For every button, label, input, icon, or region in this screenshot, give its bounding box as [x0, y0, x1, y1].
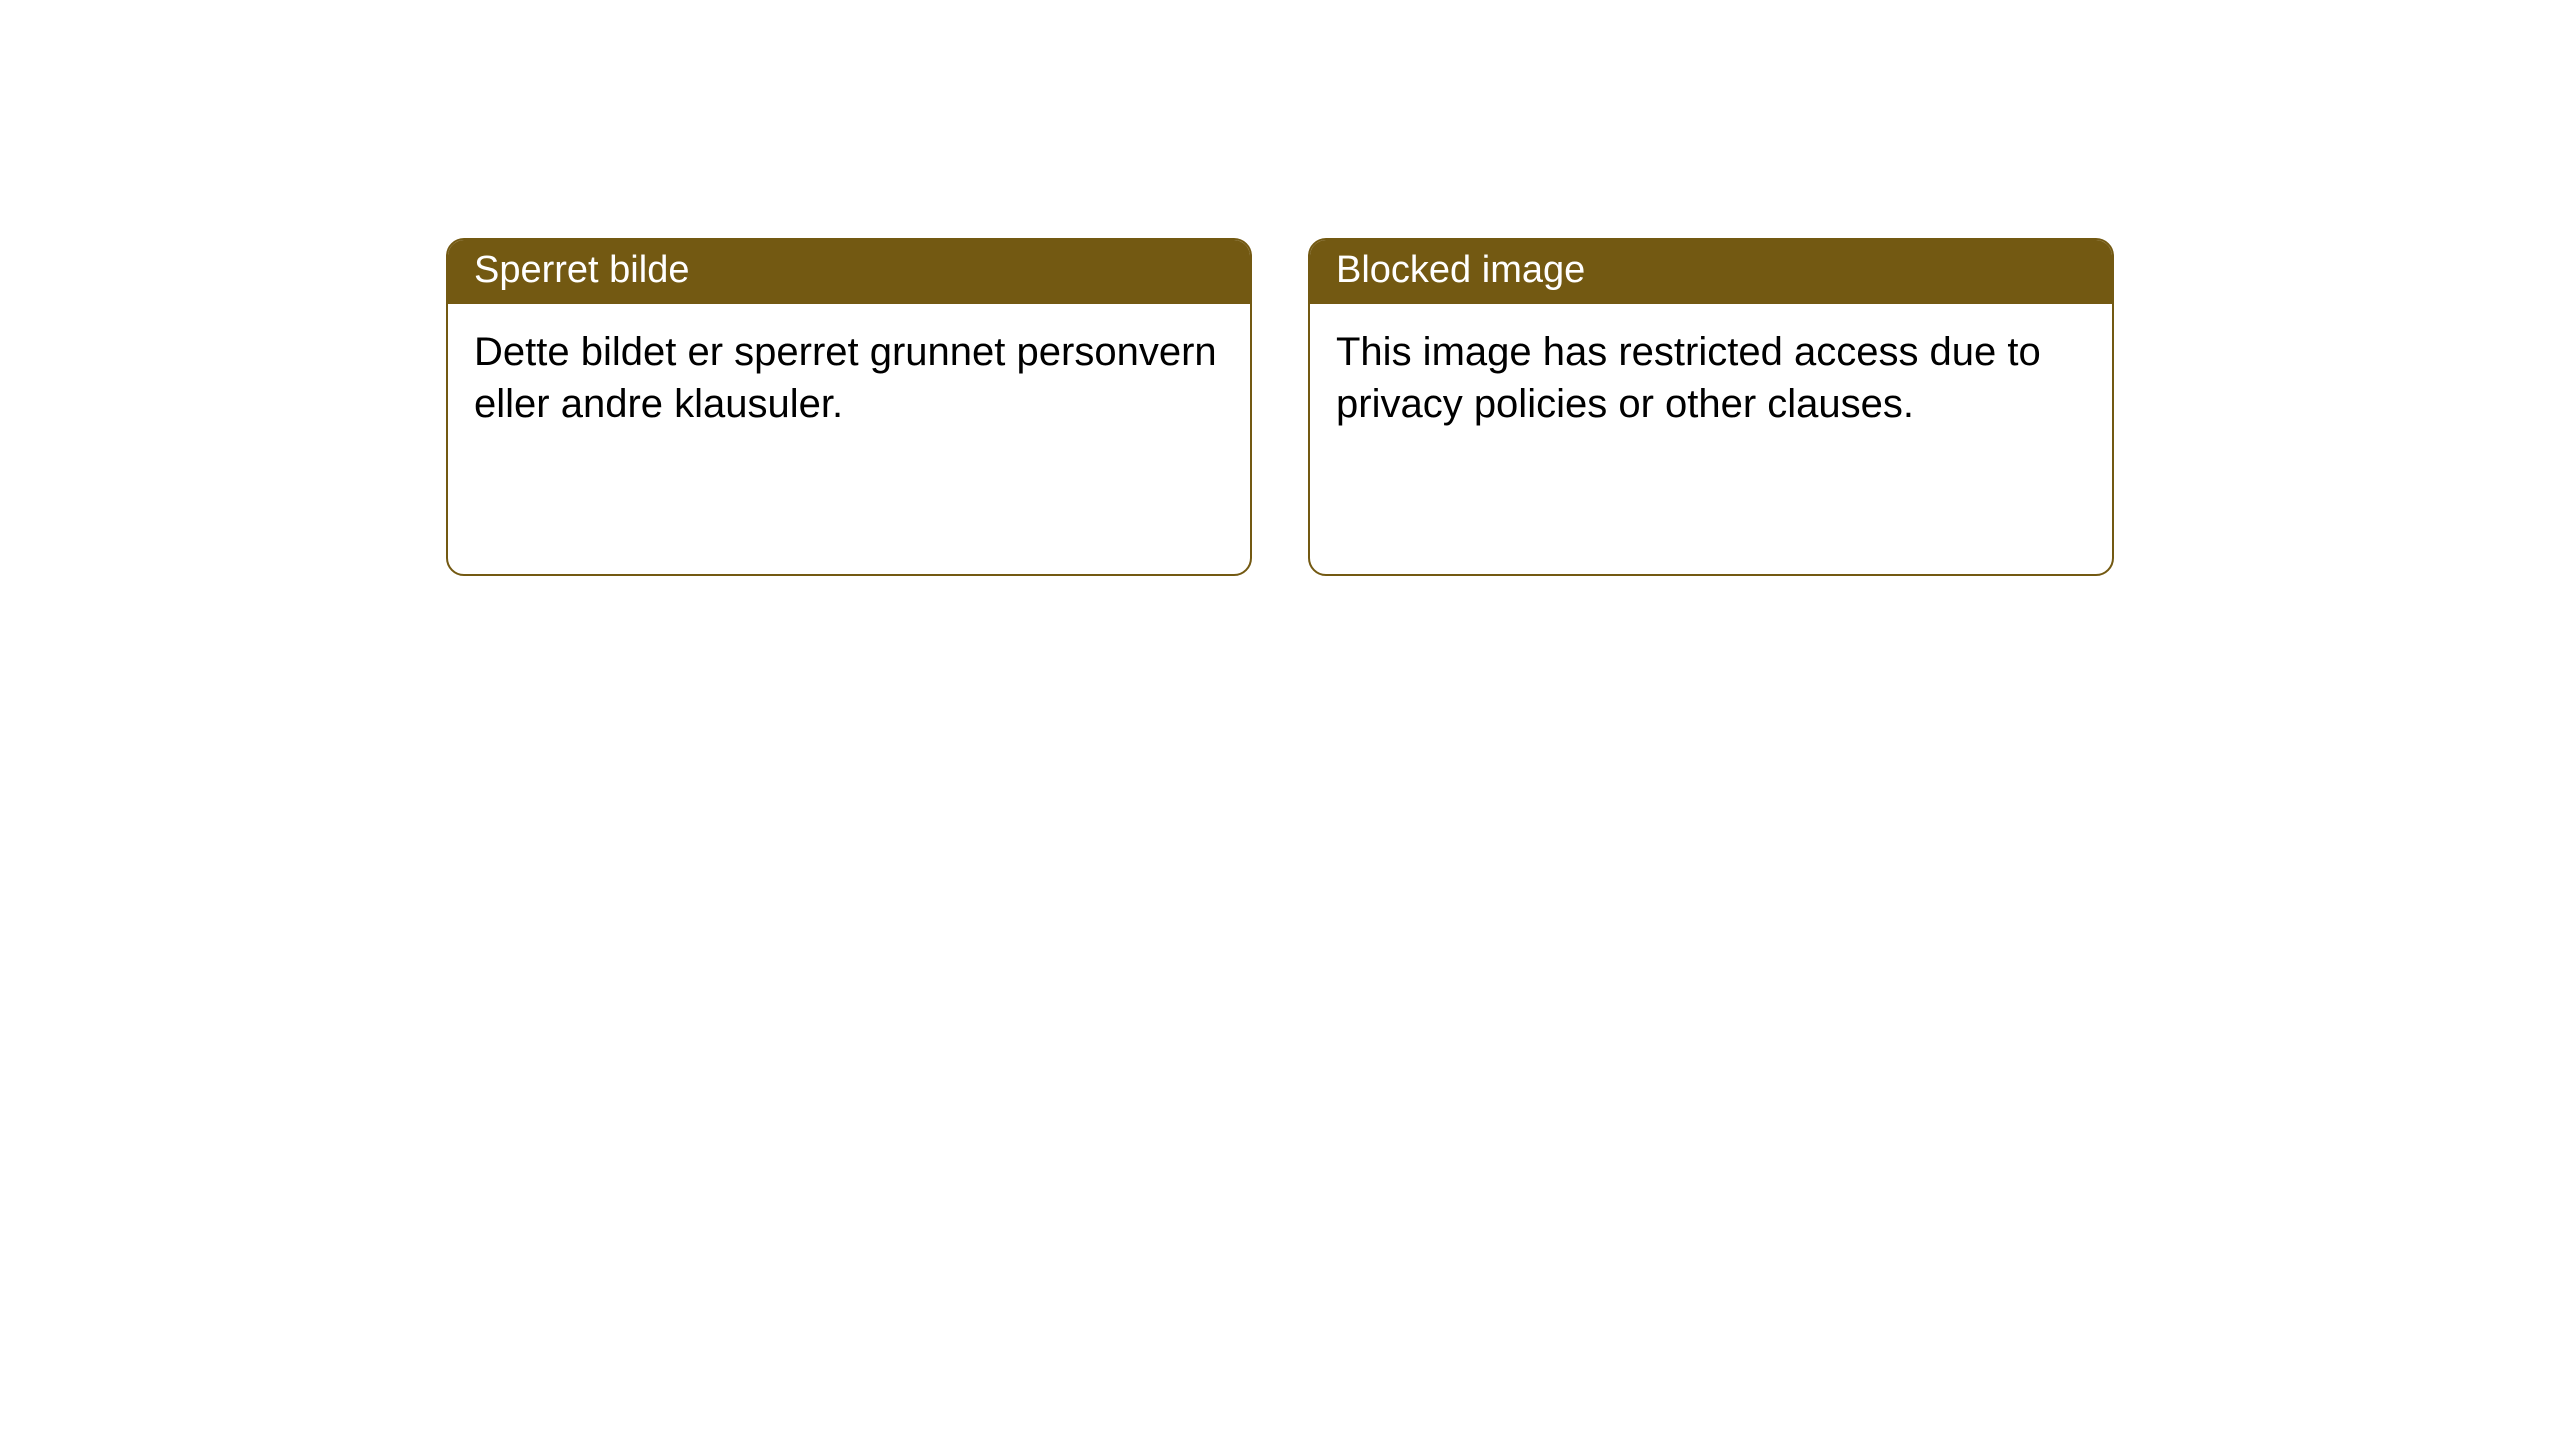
notice-header-no: Sperret bilde [448, 240, 1250, 304]
notice-card-en: Blocked image This image has restricted … [1308, 238, 2114, 576]
notice-body-no: Dette bildet er sperret grunnet personve… [448, 304, 1250, 452]
notice-card-no: Sperret bilde Dette bildet er sperret gr… [446, 238, 1252, 576]
notice-header-en: Blocked image [1310, 240, 2112, 304]
notice-body-en: This image has restricted access due to … [1310, 304, 2112, 452]
notice-container: Sperret bilde Dette bildet er sperret gr… [0, 0, 2560, 576]
